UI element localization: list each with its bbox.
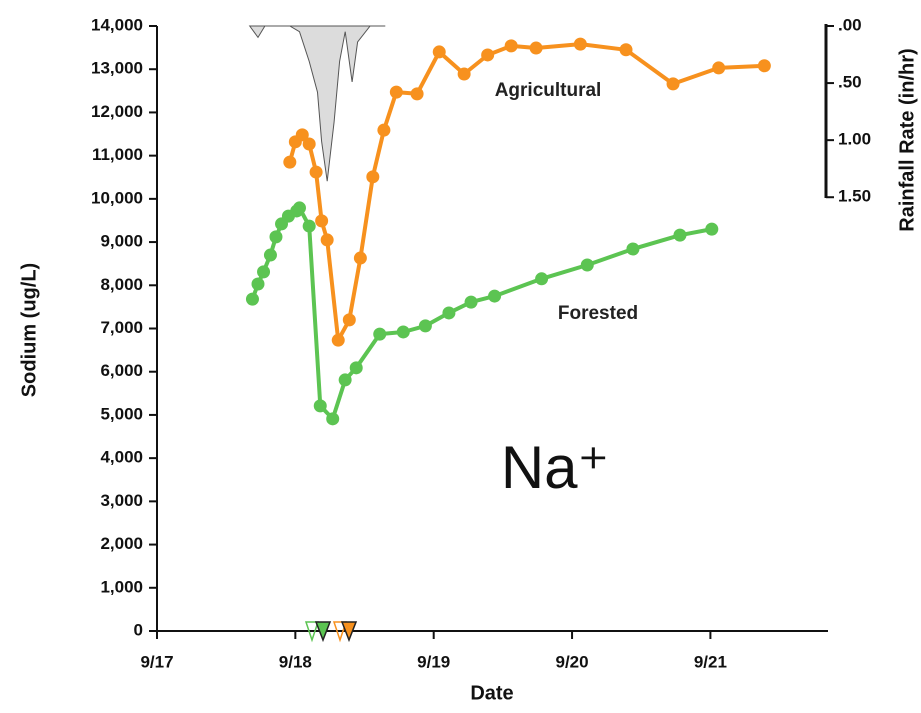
y-axis-title: Sodium (ug/L) (18, 263, 40, 397)
data-point (666, 77, 680, 91)
x-tick-label: 9/19 (417, 652, 450, 671)
y-tick-label: 3,000 (100, 491, 143, 510)
y2-tick-label: .00 (838, 15, 862, 34)
y-tick-label: 8,000 (100, 275, 143, 294)
data-point (504, 39, 518, 53)
data-point (580, 258, 594, 272)
data-point (432, 45, 446, 59)
y2-tick-label: .50 (838, 73, 862, 92)
y2-tick-label: 1.50 (838, 187, 871, 206)
data-point (302, 137, 316, 151)
y2-tick-label: 1.00 (838, 130, 871, 149)
data-point (293, 201, 307, 215)
data-point (442, 306, 456, 320)
plot (245, 25, 771, 426)
annotation: Agricultural (495, 80, 602, 101)
x-axis-title: Date (470, 682, 513, 704)
y-tick-label: 13,000 (91, 59, 143, 78)
data-point (245, 292, 259, 306)
y-tick-label: 4,000 (100, 448, 143, 467)
y-tick-label: 10,000 (91, 188, 143, 207)
data-point (313, 399, 327, 413)
data-point (712, 61, 726, 75)
y-tick-label: 7,000 (100, 318, 143, 337)
data-point (302, 219, 316, 233)
data-point (757, 59, 771, 73)
x-tick-label: 9/20 (556, 652, 589, 671)
data-point (315, 214, 329, 228)
annotation: Forested (558, 303, 638, 324)
event-marker (332, 621, 348, 643)
data-point (410, 87, 424, 101)
data-point (481, 48, 495, 62)
y-tick-label: 14,000 (91, 15, 143, 34)
data-point (529, 41, 543, 55)
data-point (373, 327, 387, 341)
data-point (309, 165, 323, 179)
data-point (349, 361, 363, 375)
data-point (331, 333, 345, 347)
data-point (295, 128, 309, 142)
x-tick-label: 9/21 (694, 652, 727, 671)
y2-axis-title: Rainfall Rate (in/hr) (896, 48, 918, 231)
y-tick-label: 9,000 (100, 232, 143, 251)
data-point (366, 170, 380, 184)
data-point (464, 295, 478, 309)
y-tick-label: 12,000 (91, 102, 143, 121)
data-point (338, 373, 352, 387)
x-tick-label: 9/17 (140, 652, 173, 671)
data-point (619, 43, 633, 57)
y-tick-label: 11,000 (92, 145, 143, 164)
data-point (377, 123, 391, 137)
event-markers (304, 621, 358, 643)
data-point (488, 289, 502, 303)
y-tick-label: 6,000 (100, 361, 143, 380)
event-marker (304, 621, 320, 643)
y-tick-label: 2,000 (100, 534, 143, 553)
data-point (457, 67, 471, 81)
data-point (342, 313, 356, 327)
data-point (326, 412, 340, 426)
data-point (705, 222, 719, 236)
data-point (626, 242, 640, 256)
x-tick-label: 9/18 (279, 652, 312, 671)
y-tick-label: 1,000 (100, 577, 143, 596)
data-point (320, 233, 334, 247)
annotation: Na⁺ (501, 434, 609, 501)
data-point (535, 272, 549, 286)
data-point (257, 265, 271, 279)
data-point (573, 37, 587, 51)
rainfall-area (248, 25, 386, 182)
data-point (269, 230, 283, 244)
data-point (283, 155, 297, 169)
y-tick-label: 0 (134, 620, 143, 639)
data-point (418, 319, 432, 333)
event-marker (314, 621, 332, 643)
data-point (673, 228, 687, 242)
data-point (396, 325, 410, 339)
event-marker (340, 621, 358, 643)
data-point (251, 277, 265, 291)
y-tick-label: 5,000 (100, 404, 143, 423)
data-point (263, 248, 277, 262)
data-point (389, 85, 403, 99)
data-point (353, 251, 367, 265)
